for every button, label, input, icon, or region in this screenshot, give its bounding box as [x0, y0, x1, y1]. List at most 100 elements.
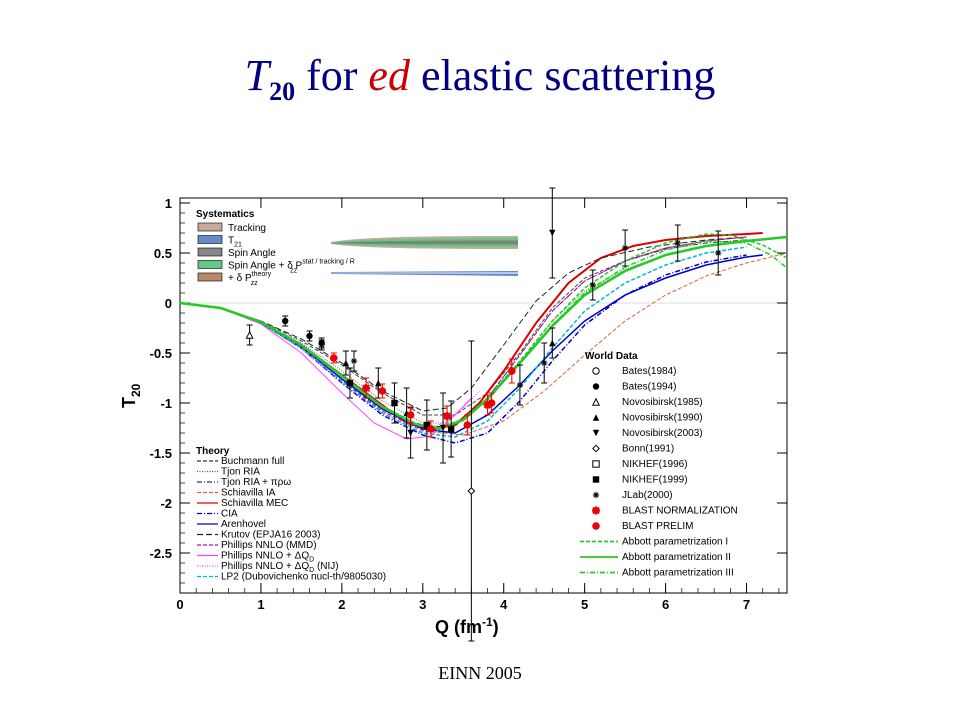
data-point-open-triangle	[245, 330, 254, 339]
y-tick-label: -1	[160, 396, 172, 411]
data-point-red-circle	[487, 399, 496, 407]
theory-heading: Theory	[196, 446, 230, 457]
data-point-star	[318, 341, 325, 349]
systematics-label: Tracking	[228, 223, 266, 234]
theory-legend-label-tail: (NIJ)	[314, 561, 338, 572]
data-point-filled-triangle	[342, 359, 350, 367]
systematics-swatch	[197, 235, 223, 244]
title-t: T	[244, 51, 270, 100]
systematics-label: Spin Angle + δ Pstat / tracking / R zz	[228, 259, 355, 275]
footer: EINN 2005	[438, 663, 522, 683]
theory-legend-label-main: Tjon RIA + πρω	[221, 477, 291, 488]
data-point-filled-square	[346, 379, 354, 387]
theory-legend-label-main: Buchmann full	[221, 456, 284, 467]
y-tick-label: -2.5	[150, 546, 172, 561]
theory-legend-label-main: Phillips NNLO (MMD)	[221, 540, 317, 551]
systematics-label: Spin Angle	[228, 248, 276, 259]
world-legend-marker	[592, 476, 600, 483]
data-point-star	[674, 239, 681, 247]
x-tick-label: 4	[500, 597, 508, 612]
x-tick-label: 7	[743, 597, 750, 612]
x-tick-label: 2	[338, 597, 345, 612]
world-legend-label: BLAST PRELIM	[622, 521, 694, 532]
world-legend-label: Bonn(1991)	[622, 444, 674, 455]
x-tick-label: 5	[581, 597, 588, 612]
axis-ticks: 0 1 2 3 4 5 6 7 1 0.5 0 -0.5 -1 -1.5 -2 -2.5	[150, 196, 787, 612]
theory-legend-label: Tjon RIA + πρω	[221, 477, 291, 488]
systematics-label-sub: zz	[251, 280, 259, 287]
world-legend-label: NIKHEF(1999)	[622, 475, 688, 486]
theory-legend-label: Krutov (EPJA16 2003)	[221, 530, 321, 541]
y-tick-label: 0.5	[154, 246, 172, 261]
data-point-red-circle	[508, 367, 516, 375]
theory-legend-label: Tjon RIA	[221, 467, 260, 478]
systematics-label-main: T	[228, 236, 234, 247]
theory-legend-label-main: Schiavilla IA	[221, 488, 276, 499]
world-legend-label: BLAST NORMALIZATION	[622, 506, 738, 517]
data-point-star	[516, 381, 524, 389]
world-legend-marker	[592, 522, 600, 530]
y-tick-label: 0	[165, 296, 172, 311]
world-legend-marker	[591, 397, 601, 406]
systematics-label-sub: 21	[234, 242, 242, 249]
x-tick-label: 6	[662, 597, 669, 612]
world-legend-marker	[592, 383, 600, 390]
systematics-label: T21	[228, 236, 242, 249]
data-point-open-diamond	[467, 487, 476, 495]
t21-inner-band	[331, 272, 518, 274]
y-axis-label: T20	[119, 383, 143, 408]
systematics-swatch	[197, 260, 223, 269]
systematics-bands	[331, 236, 518, 276]
x-tick-label: 0	[176, 597, 183, 612]
theory-legend-label: Arenhovel	[221, 519, 266, 530]
world-legend-marker	[592, 429, 600, 437]
title-rest: elastic scattering	[409, 51, 716, 100]
data-point-red-circle	[406, 411, 415, 419]
world-legend-marker	[592, 444, 600, 453]
data-point-filled-triangle-down	[549, 229, 556, 237]
theory-legend-label-main: Phillips NNLO + ΔQ	[221, 561, 309, 572]
world-data-legend: World Data Bates(1984) Bates(1994) Novosibi…	[580, 351, 738, 579]
data-point-red-star	[362, 384, 371, 392]
theory-legend-label: Phillips NNLO (MMD)	[221, 540, 317, 551]
theory-legend-label: Schiavilla IA	[221, 488, 276, 499]
world-legend-label: Novosibirsk(2003)	[622, 428, 703, 439]
theory-legend-label-sub: D	[309, 567, 314, 574]
y-tick-label: -1.5	[150, 446, 172, 461]
systematics-label-sub: zz	[290, 268, 298, 275]
data-point-filled-square	[423, 421, 431, 429]
theory-legend-label-main: LP2 (Dubovichenko nucl-th/9805030)	[221, 572, 386, 583]
world-legend-label: Abbott parametrization III	[622, 568, 734, 579]
systematics-label-main: + δ P	[228, 273, 252, 284]
systematics-label-main: Spin Angle	[228, 248, 276, 259]
theory-legend-label-main: Krutov (EPJA16 2003)	[221, 530, 321, 541]
title-subscript: 20	[269, 77, 296, 106]
title-for: for	[295, 51, 369, 100]
systematics-swatch	[197, 272, 223, 282]
data-point-filled-triangle	[375, 379, 382, 387]
world-legend-marker	[592, 367, 600, 375]
world-legend-marker	[592, 506, 600, 515]
data-point-red-circle	[329, 354, 338, 362]
world-legend-label: Novosibirsk(1990)	[622, 413, 703, 424]
systematics-label: + δ Ptheory zz	[228, 271, 272, 287]
systematics-label-main: Spin Angle + δ P	[228, 261, 303, 272]
spin-angle-dark-band	[331, 240, 518, 245]
data-point-star	[589, 281, 596, 289]
y-tick-label: -0.5	[150, 346, 172, 361]
world-legend-label: Abbott parametrization II	[622, 552, 731, 563]
world-data-heading: World Data	[585, 351, 638, 362]
systematics-heading: Systematics	[196, 209, 255, 220]
theory-legend-label-main: CIA	[221, 509, 238, 520]
data-point-star	[621, 244, 629, 252]
theory-curve-4	[179, 252, 788, 436]
data-point-filled-circle	[306, 332, 313, 340]
theory-legend-label-main: Schiavilla MEC	[221, 498, 288, 509]
y-tick-label: 1	[165, 196, 172, 211]
theory-legend-label: Buchmann full	[221, 456, 284, 467]
x-tick-label: 3	[419, 597, 426, 612]
systematics-label-main: Tracking	[228, 223, 266, 234]
theory-legend-label-sub: D	[309, 557, 314, 564]
world-legend-label: Novosibirsk(1985)	[622, 397, 703, 408]
